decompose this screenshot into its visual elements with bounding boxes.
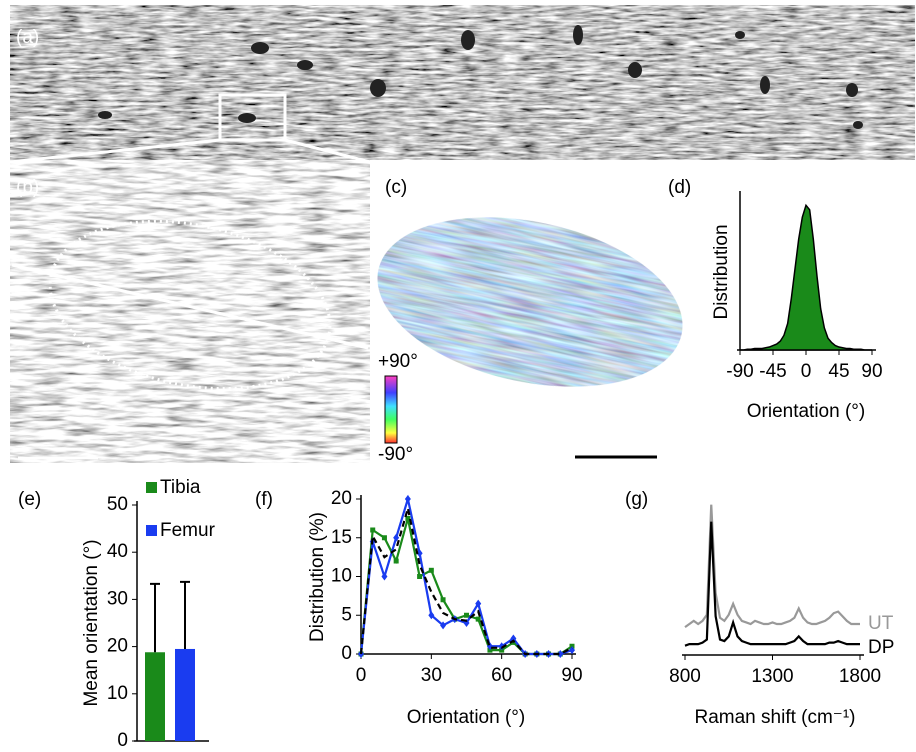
y-tick-label: 0 <box>341 643 352 664</box>
marker <box>440 621 447 630</box>
zoom-line <box>9 138 221 164</box>
y-tick-label: 10 <box>107 683 128 704</box>
x-tick-label: 60 <box>491 665 512 686</box>
marker <box>428 567 434 573</box>
panel-label: (c) <box>385 177 407 198</box>
x-tick-label: -90 <box>726 361 753 382</box>
y-tick-label: 10 <box>331 566 352 587</box>
series-line <box>359 518 573 656</box>
x-tick-label: 0 <box>801 361 812 382</box>
marker <box>440 597 446 603</box>
y-tick-label: 15 <box>331 527 352 548</box>
panel-label: (a) <box>16 27 39 48</box>
panel-label: (e) <box>18 489 41 510</box>
marker <box>417 574 423 579</box>
orientation-line <box>11 263 369 350</box>
marker <box>498 642 505 651</box>
zoom-box <box>218 93 287 142</box>
y-tick-label: 50 <box>107 494 128 515</box>
marker <box>475 616 481 622</box>
marker <box>475 599 482 608</box>
colorbar <box>384 375 398 444</box>
colorbar-label: +90° <box>378 351 418 372</box>
y-tick-label: 30 <box>107 588 128 609</box>
y-tick-label: 5 <box>341 604 352 625</box>
panel-label: (f) <box>255 489 273 510</box>
marker <box>557 650 564 658</box>
x-tick-label: 45 <box>828 361 849 382</box>
panel-label: (d) <box>668 177 691 198</box>
y-axis-label: Mean orientation (°) <box>81 539 102 706</box>
series-label: UT <box>868 613 894 634</box>
x-tick-label: 90 <box>861 361 882 382</box>
x-tick-label: 1300 <box>751 666 793 687</box>
marker <box>381 535 387 541</box>
zoom-line <box>284 138 371 164</box>
x-axis-label: Raman shift (cm⁻¹) <box>695 707 856 728</box>
y-axis-label: Distribution (%) <box>307 512 328 642</box>
colorbar-label: -90° <box>378 444 413 465</box>
panel-label: (b) <box>16 177 39 198</box>
marker <box>510 634 517 643</box>
legend-label: Femur <box>160 520 216 541</box>
marker <box>569 646 575 655</box>
legend-label: Tibia <box>160 477 201 498</box>
y-tick-label: 20 <box>107 636 128 657</box>
y-tick-label: 20 <box>331 488 352 509</box>
series-line <box>359 494 573 656</box>
legend-swatch <box>146 525 157 536</box>
panel-label: (g) <box>625 489 648 510</box>
legend-swatch <box>146 482 157 493</box>
distribution-area <box>740 203 872 351</box>
y-tick-label: 0 <box>117 730 128 747</box>
x-axis-label: Orientation (°) <box>747 401 865 422</box>
orientation-map <box>377 217 683 387</box>
error-bar <box>180 580 190 649</box>
marker <box>416 549 423 558</box>
marker <box>464 612 469 618</box>
micrograph-a <box>10 5 915 160</box>
lacunae <box>98 25 863 129</box>
x-axis-label: Orientation (°) <box>407 707 525 728</box>
micrograph-b <box>10 160 370 463</box>
series-line <box>684 521 860 647</box>
x-tick-label: 0 <box>356 665 367 686</box>
x-tick-label: 90 <box>561 665 582 686</box>
y-tick-label: 40 <box>107 541 128 562</box>
marker <box>381 572 388 581</box>
marker <box>404 495 411 503</box>
series-label: DP <box>868 637 894 658</box>
marker <box>393 533 400 542</box>
marker <box>405 515 411 521</box>
marker <box>370 527 376 533</box>
bar <box>175 648 195 741</box>
y-axis-label: Distribution <box>711 224 732 319</box>
x-tick-label: 1800 <box>839 666 881 687</box>
series-line <box>359 507 573 656</box>
x-tick-label: 30 <box>421 665 442 686</box>
error-bar <box>150 582 160 653</box>
bar <box>145 652 165 741</box>
x-tick-label: 800 <box>669 666 701 687</box>
marker <box>428 611 435 620</box>
marker <box>393 558 399 564</box>
x-tick-label: -45 <box>759 361 786 382</box>
